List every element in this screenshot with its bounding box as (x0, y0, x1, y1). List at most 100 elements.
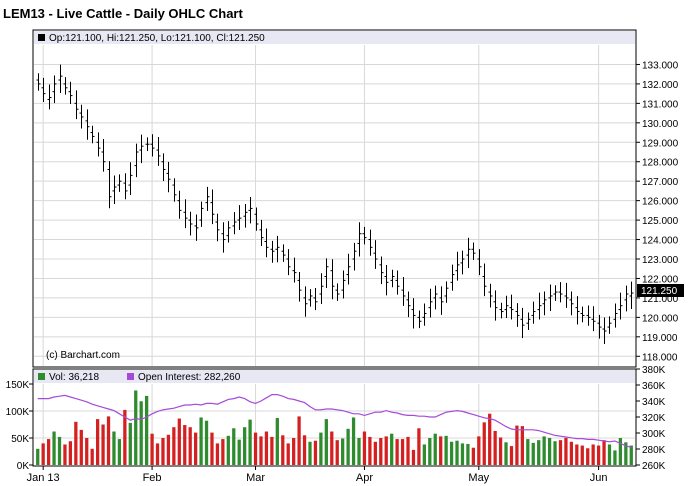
volume-panel (32, 368, 637, 467)
volume-bar (466, 443, 470, 465)
ohlc-bar (602, 317, 607, 345)
volume-bar (618, 438, 623, 465)
ohlc-bar (613, 303, 618, 328)
ohlc-bar (455, 251, 460, 281)
ohlc-bar (450, 264, 455, 291)
ohlc-bar (90, 125, 95, 144)
price-legend-swatch (38, 34, 45, 41)
ohlc-bar (531, 301, 536, 324)
volume-bar (275, 418, 279, 465)
volume-bar (569, 441, 574, 465)
ohlc-bar (68, 81, 73, 104)
ohlc-bar (259, 219, 264, 246)
price-tick-label: 125.000 (642, 216, 679, 227)
price-tick-label: 131.000 (642, 99, 679, 110)
ohlc-bar (362, 226, 367, 245)
oi-legend-swatch (127, 373, 134, 380)
volume-bar (270, 436, 274, 465)
ohlc-bar (96, 132, 101, 157)
volume-bar (166, 434, 171, 465)
ohlc-bar (444, 281, 449, 303)
ohlc-bar (232, 212, 237, 235)
ohlc-bar (161, 153, 166, 181)
volume-bar (558, 440, 563, 465)
volume-bar (253, 432, 258, 465)
ohlc-bar (460, 250, 465, 275)
volume-bar (482, 422, 486, 465)
volume-bar (183, 425, 187, 465)
ohlc-bar (117, 174, 122, 192)
volume-bar (286, 443, 290, 465)
volume-bar (351, 417, 356, 465)
volume-bar (526, 439, 530, 465)
ohlc-bar (275, 235, 280, 263)
ohlc-bar (210, 189, 215, 225)
ohlc-bar (439, 286, 444, 315)
ohlc-bar (313, 287, 318, 311)
ohlc-bar (368, 229, 373, 256)
ohlc-bar (270, 240, 275, 263)
ohlc-bar (537, 292, 542, 320)
price-tick-label: 130.000 (642, 119, 679, 130)
volume-bar (188, 427, 192, 465)
ohlc-bar (624, 285, 629, 312)
ohlc-bar (101, 138, 106, 172)
volume-tick-label: 150K (6, 380, 30, 391)
volume-bar (68, 441, 73, 465)
volume-legend-bg (34, 370, 635, 383)
volume-bar (90, 448, 94, 465)
volume-bar (41, 443, 45, 465)
ohlc-bar (586, 305, 591, 326)
ohlc-bar (188, 211, 193, 236)
volume-bar (542, 436, 546, 465)
ohlc-bar (515, 303, 520, 327)
volume-bar (400, 439, 405, 465)
volume-bar (95, 419, 100, 465)
ohlc-bar (139, 134, 144, 164)
volume-bar (46, 439, 51, 465)
oi-tick-label: 340K (642, 397, 666, 408)
ohlc-bar (422, 303, 427, 326)
ohlc-bar (553, 285, 558, 301)
ohlc-bar (379, 256, 384, 285)
volume-bar (406, 436, 410, 465)
volume-bar (177, 418, 181, 465)
volume-bar (204, 420, 209, 465)
last-price-label: 121.250 (641, 286, 678, 297)
price-tick-label: 121.000 (642, 294, 679, 305)
date-tick-label: Mar (246, 472, 265, 484)
ohlc-bar (41, 77, 46, 103)
volume-bar (586, 448, 590, 465)
volume-bar (172, 427, 176, 465)
volume-bar (134, 390, 138, 465)
ohlc-bar (264, 228, 269, 258)
price-axis: 118.000 119.000 120.000 121.000 122.000 123.0… (636, 60, 679, 363)
volume-bar (422, 444, 426, 465)
ohlc-bar (74, 90, 79, 120)
ohlc-bar (526, 312, 531, 331)
ohlc-bar (504, 295, 509, 318)
ohlc-bar (488, 283, 493, 308)
ohlc-bar (226, 221, 231, 243)
last-price-tag (637, 284, 684, 297)
price-tick-label: 129.000 (642, 138, 679, 149)
price-tick-label: 122.000 (642, 274, 679, 285)
volume-bar (477, 436, 481, 465)
volume-bar (384, 436, 388, 465)
ohlc-bar (428, 288, 433, 318)
ohlc-bar (352, 242, 357, 271)
volume-bar (591, 444, 595, 465)
volume-bar (117, 439, 122, 465)
ohlc-bar (499, 302, 504, 319)
volume-legend-swatch (38, 373, 45, 380)
volume-bar (161, 438, 165, 465)
ohlc-bar (341, 270, 346, 299)
price-tick-label: 120.000 (642, 313, 679, 324)
watermark: (c) Barchart.com (46, 350, 120, 361)
ohlc-bar (597, 314, 602, 339)
ohlc-bar (569, 291, 574, 316)
volume-bar (444, 435, 448, 465)
ohlc-bar (292, 257, 297, 283)
volume-bar (520, 426, 525, 465)
